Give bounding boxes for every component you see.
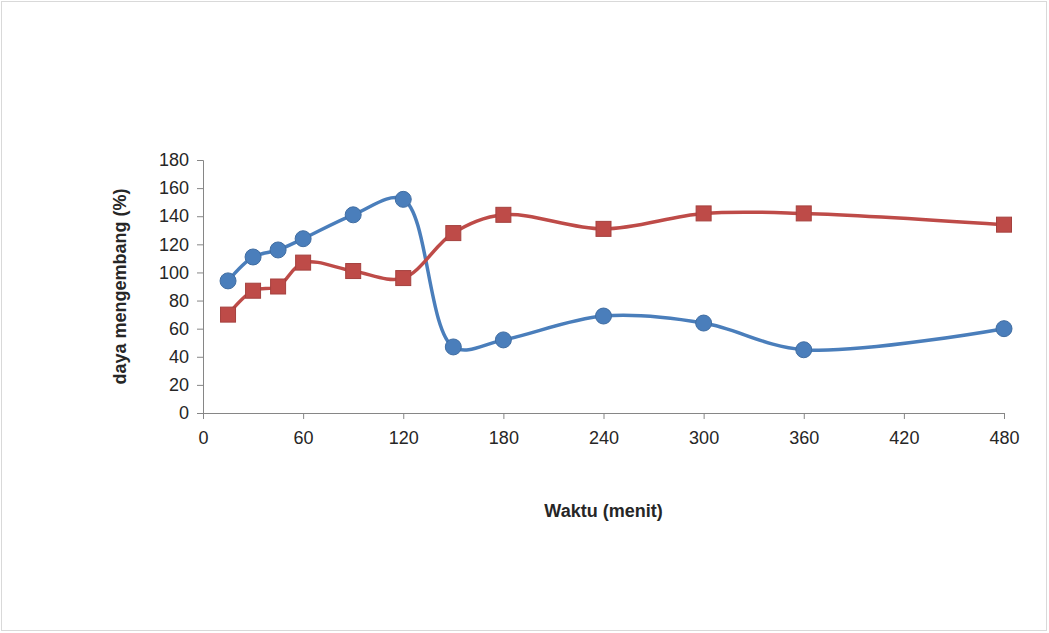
series-marker [596,221,611,236]
series-marker [245,249,261,265]
y-tick-label: 40 [169,347,189,367]
y-tick: 160 [159,178,203,198]
y-tick-label: 0 [179,403,189,423]
series-marker [345,207,361,223]
series-marker [495,332,511,348]
y-tick-label: 120 [159,235,189,255]
x-tick-mark [804,413,805,419]
series-marker [270,242,286,258]
x-tick-mark [403,413,404,419]
series-line [228,198,1004,351]
x-tick-label: 480 [989,428,1019,448]
x-tick-mark [904,413,905,419]
x-tick-label: 60 [294,428,314,448]
series-marker [996,321,1012,337]
y-tick-mark [197,188,203,189]
x-axis-title: Waktu (menit) [544,501,662,521]
series-marker [346,264,361,279]
y-tick-mark [197,357,203,358]
x-tick: 0 [198,413,208,448]
series-marker [596,308,612,324]
series-marker [220,273,236,289]
chart: 0 60 120 180 240 300 360 420 480 0 20 40 60 80 100 120 1… [0,0,1049,633]
series-marker [396,271,411,286]
series-marker [796,342,812,358]
y-tick-mark [197,413,203,414]
y-tick: 180 [159,150,203,170]
series-marker [295,231,311,247]
series-marker [446,226,461,241]
y-tick-label: 100 [159,263,189,283]
x-tick-label: 420 [889,428,919,448]
series-marker [271,279,286,294]
y-tick-mark [197,329,203,330]
y-tick: 40 [169,347,203,367]
y-axis-title: daya mengembang (%) [110,188,130,384]
x-tick-label: 120 [389,428,419,448]
y-tick-mark [197,244,203,245]
x-tick-mark [604,413,605,419]
x-tick-mark [704,413,705,419]
series-line [228,212,1004,315]
series-marker [246,283,261,298]
y-axis-line [197,161,204,414]
y-tick-mark [197,272,203,273]
series-marker [696,315,712,331]
x-tick: 180 [489,413,519,448]
series-marker [796,206,811,221]
y-tick-label: 140 [159,206,189,226]
x-tick-mark [503,413,504,419]
y-tick-mark [197,301,203,302]
series-marker [696,206,711,221]
y-tick-label: 160 [159,178,189,198]
y-tick: 60 [169,319,203,339]
y-tick-label: 80 [169,291,189,311]
series-marker [496,207,511,222]
y-tick-label: 60 [169,319,189,339]
x-tick-label: 300 [689,428,719,448]
x-tick: 300 [689,413,719,448]
y-axis: 0 20 40 60 80 100 120 140 160 180 [159,150,204,423]
x-axis: 0 60 120 180 240 300 360 420 480 [198,413,1019,448]
x-tick-mark [303,413,304,419]
x-tick-mark [1004,413,1005,419]
y-tick: 140 [159,206,203,226]
series-marker [997,217,1012,232]
y-tick: 80 [169,291,203,311]
x-tick-label: 360 [789,428,819,448]
series-marker [221,307,236,322]
chart-frame [2,2,1047,631]
y-tick-mark [197,385,203,386]
y-tick-mark [197,160,203,161]
x-tick: 480 [989,413,1019,448]
marks [220,191,1012,357]
x-tick-label: 0 [198,428,208,448]
series-marker [395,191,411,207]
x-tick: 60 [294,413,314,448]
y-tick: 120 [159,235,203,255]
x-tick: 360 [789,413,819,448]
y-tick: 100 [159,263,203,283]
x-tick: 420 [889,413,919,448]
x-tick: 120 [389,413,419,448]
series-marker [296,255,311,270]
series-marker [445,339,461,355]
x-tick-label: 240 [589,428,619,448]
x-tick: 240 [589,413,619,448]
y-tick-mark [197,216,203,217]
y-tick: 0 [179,403,203,423]
y-tick-label: 180 [159,150,189,170]
y-tick-label: 20 [169,375,189,395]
plot: 0 60 120 180 240 300 360 420 480 0 20 40 60 80 100 120 1… [159,150,1020,448]
x-axis-line [204,414,1005,420]
y-tick: 20 [169,375,203,395]
x-tick-label: 180 [489,428,519,448]
